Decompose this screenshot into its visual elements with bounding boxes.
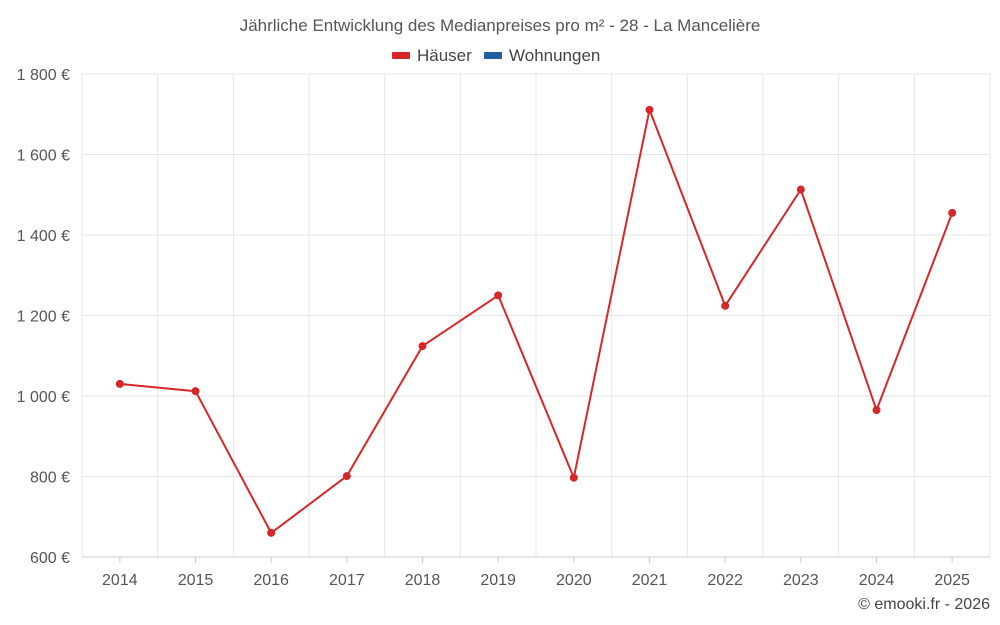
x-tick-label: 2014 <box>102 572 138 589</box>
legend-label-wohnungen: Wohnungen <box>509 46 600 65</box>
data-point[interactable] <box>872 406 881 415</box>
data-point[interactable] <box>948 208 957 217</box>
x-tick-label: 2022 <box>707 572 743 589</box>
x-tick-label: 2021 <box>632 572 668 589</box>
data-point[interactable] <box>191 387 200 396</box>
x-tick-label: 2017 <box>329 572 365 589</box>
data-point[interactable] <box>342 472 351 481</box>
data-point[interactable] <box>115 379 124 388</box>
data-point[interactable] <box>645 105 654 114</box>
y-tick-label: 800 € <box>30 470 70 487</box>
data-point[interactable] <box>569 473 578 482</box>
legend-swatch-haeuser <box>392 52 410 59</box>
data-point[interactable] <box>721 301 730 310</box>
data-point[interactable] <box>418 342 427 351</box>
y-tick-label: 1 200 € <box>17 309 70 326</box>
series-line-haeuser <box>119 108 954 534</box>
x-tick-label: 2015 <box>178 572 214 589</box>
x-tick-label: 2016 <box>253 572 289 589</box>
series-haeuser <box>115 105 957 537</box>
y-tick-label: 1 000 € <box>17 389 70 406</box>
data-point[interactable] <box>796 185 805 194</box>
x-tick-label: 2018 <box>405 572 441 589</box>
data-point[interactable] <box>267 528 276 537</box>
legend: Häuser Wohnungen <box>392 46 600 65</box>
legend-item-haeuser[interactable]: Häuser <box>392 46 472 65</box>
x-tick-label: 2025 <box>934 572 970 589</box>
y-tick-label: 600 € <box>30 550 70 567</box>
y-tick-label: 1 400 € <box>17 228 70 245</box>
axes: 600 € 800 € 1 000 € 1 200 € 1 400 € 1 600 € 1 … <box>17 67 990 589</box>
legend-item-wohnungen[interactable]: Wohnungen <box>484 46 600 65</box>
x-tick-label: 2023 <box>783 572 819 589</box>
x-tick-label: 2020 <box>556 572 592 589</box>
data-point[interactable] <box>494 291 503 300</box>
grid <box>81 73 991 557</box>
legend-swatch-wohnungen <box>484 52 502 59</box>
legend-label-haeuser: Häuser <box>417 46 472 65</box>
y-tick-label: 1 800 € <box>17 67 70 84</box>
credit-text: © emooki.fr - 2026 <box>858 596 990 613</box>
chart-title: Jährliche Entwicklung des Medianpreises … <box>240 16 761 35</box>
x-tick-label: 2024 <box>859 572 895 589</box>
y-tick-label: 1 600 € <box>17 148 70 165</box>
x-tick-label: 2019 <box>480 572 516 589</box>
